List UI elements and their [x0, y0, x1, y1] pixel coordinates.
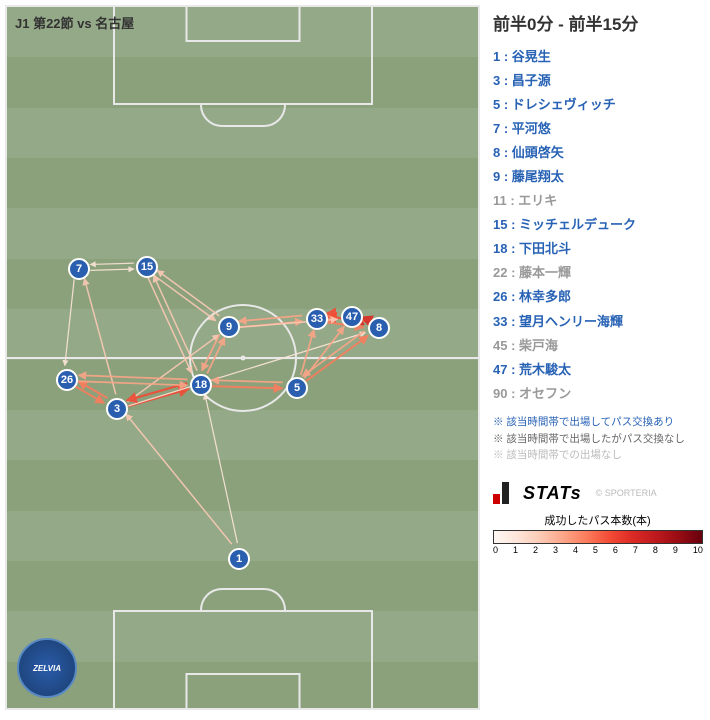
- soccer-pitch: 1 3 5 7 8 9 15 18 26 33 47 J1 第22節 vs 名古屋 ZELVIA: [5, 5, 480, 710]
- legend-active: ※ 該当時間帯で出場してパス交換あり: [493, 414, 702, 431]
- player-node-18: 18: [190, 374, 212, 396]
- legend-minimal: ※ 該当時間帯で出場したがパス交換なし: [493, 431, 702, 448]
- legend-absent: ※ 該当時間帯での出場なし: [493, 447, 702, 464]
- stats-logo: STATs © SPORTERIA: [493, 482, 702, 504]
- stats-bars-icon: [493, 482, 509, 504]
- player-node-47: 47: [341, 306, 363, 328]
- colorbar-label: 成功したパス本数(本): [493, 512, 702, 528]
- player-node-3: 3: [106, 398, 128, 420]
- pass-network: [7, 7, 478, 708]
- player-node-9: 9: [218, 316, 240, 338]
- roster-item-15: 15 : ミッチェルデューク: [493, 213, 702, 237]
- roster-item-11: 11 : エリキ: [493, 189, 702, 213]
- pitch-title: J1 第22節 vs 名古屋: [15, 13, 134, 32]
- player-node-7: 7: [68, 258, 90, 280]
- roster-item-33: 33 : 望月ヘンリー海輝: [493, 310, 702, 334]
- player-node-1: 1: [228, 548, 250, 570]
- stats-text: STATs: [523, 483, 582, 504]
- roster-item-9: 9 : 藤尾翔太: [493, 165, 702, 189]
- roster-item-26: 26 : 林幸多郎: [493, 285, 702, 309]
- colorbar: [493, 530, 703, 544]
- roster-item-3: 3 : 昌子源: [493, 69, 702, 93]
- roster-item-22: 22 : 藤本一輝: [493, 261, 702, 285]
- sidebar: 前半0分 - 前半15分 1 : 谷晃生3 : 昌子源5 : ドレシェヴィッチ7…: [485, 0, 710, 720]
- roster-item-7: 7 : 平河悠: [493, 117, 702, 141]
- player-roster: 1 : 谷晃生3 : 昌子源5 : ドレシェヴィッチ7 : 平河悠8 : 仙頭啓…: [493, 45, 702, 406]
- team-badge: ZELVIA: [17, 638, 77, 698]
- roster-item-1: 1 : 谷晃生: [493, 45, 702, 69]
- player-node-15: 15: [136, 256, 158, 278]
- roster-item-45: 45 : 柴戸海: [493, 334, 702, 358]
- time-range: 前半0分 - 前半15分: [493, 10, 702, 35]
- legend: ※ 該当時間帯で出場してパス交換あり ※ 該当時間帯で出場したがパス交換なし ※…: [493, 414, 702, 464]
- sporteria-credit: © SPORTERIA: [596, 488, 657, 498]
- player-node-5: 5: [286, 377, 308, 399]
- roster-item-5: 5 : ドレシェヴィッチ: [493, 93, 702, 117]
- colorbar-ticks: 012345678910: [493, 545, 703, 555]
- roster-item-8: 8 : 仙頭啓矢: [493, 141, 702, 165]
- roster-item-18: 18 : 下田北斗: [493, 237, 702, 261]
- pitch-area: 1 3 5 7 8 9 15 18 26 33 47 J1 第22節 vs 名古屋 ZELVIA: [5, 5, 480, 710]
- colorbar-section: 成功したパス本数(本) 012345678910: [493, 512, 702, 555]
- player-node-26: 26: [56, 369, 78, 391]
- roster-item-90: 90 : オセフン: [493, 382, 702, 406]
- roster-item-47: 47 : 荒木駿太: [493, 358, 702, 382]
- player-node-33: 33: [306, 308, 328, 330]
- player-node-8: 8: [368, 317, 390, 339]
